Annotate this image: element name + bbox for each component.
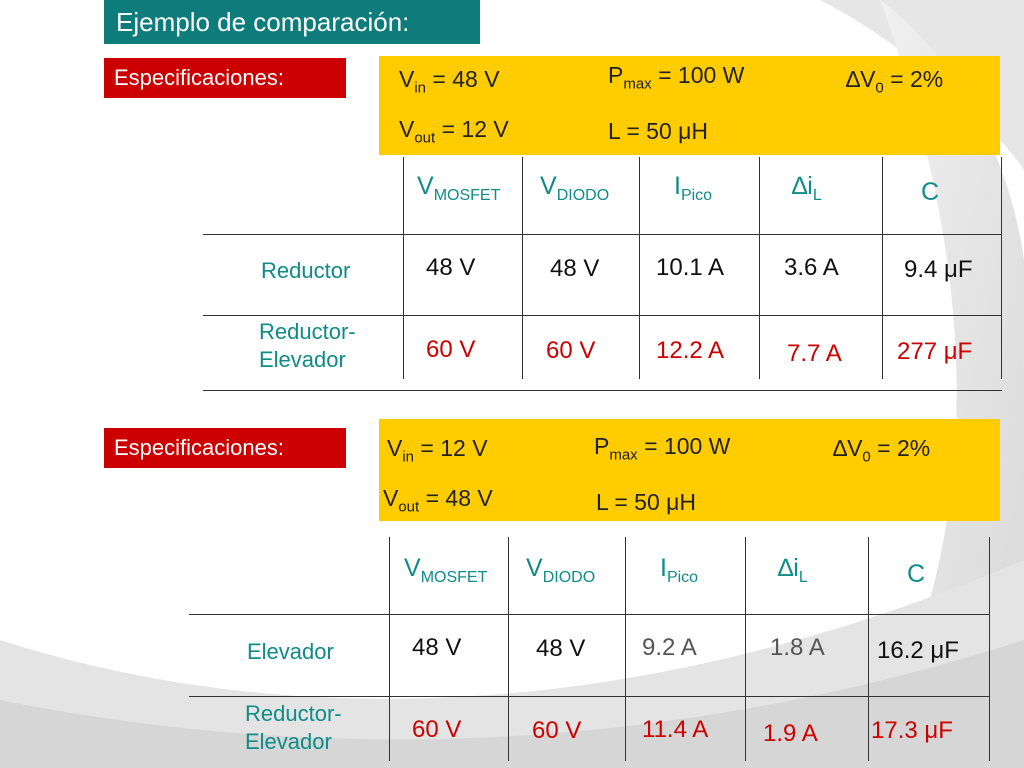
table1-row1-ipico: 10.1 A <box>656 254 725 281</box>
spec1-ripple: ∆V0 = 2% <box>846 66 944 97</box>
spec1-inductance: L = 50 μH <box>608 118 708 144</box>
table2-header-ipico: IPico <box>660 554 699 586</box>
table1-row2-vdiodo: 60 V <box>546 337 596 364</box>
table2-row2-label: Reductor- Elevador <box>245 701 342 754</box>
table2-row2-ipico: 11.4 A <box>642 716 709 743</box>
spec2-vin: Vin = 12 V <box>387 435 488 466</box>
table1-row2-dil: 7.7 A <box>787 340 842 367</box>
spec1-pmax: Pmax = 100 W <box>608 62 745 93</box>
table2-row1-c: 16.2 μF <box>877 637 959 664</box>
table2-row1-dil: 1.8 A <box>770 634 825 661</box>
spec2-pmax: Pmax = 100 W <box>594 433 731 464</box>
spec2-vout: Vout = 48 V <box>383 485 493 516</box>
spec2-box: Vin = 12 V Vout = 48 V Pmax = 100 W L = … <box>379 419 1000 521</box>
table1-row1-label: Reductor <box>261 258 351 283</box>
spec1-label: Especificaciones: <box>104 58 346 98</box>
table1-header-ipico: IPico <box>674 172 713 204</box>
table1-row2-c: 277 μF <box>897 338 973 365</box>
spec2-label: Especificaciones: <box>104 428 346 468</box>
table2-header-vdiodo: VDIODO <box>526 554 596 586</box>
table1-row1-vdiodo: 48 V <box>550 255 600 282</box>
table1-row2-vmosfet: 60 V <box>426 336 476 363</box>
table2-row2-c: 17.3 μF <box>871 717 953 744</box>
table1-row2-label: Reductor- Elevador <box>259 319 356 372</box>
table1-row1-dil: 3.6 A <box>784 254 839 281</box>
spec1-vout: Vout = 12 V <box>399 116 509 147</box>
table1-row1-c: 9.4 μF <box>904 256 973 283</box>
spec2-inductance: L = 50 μH <box>596 489 696 515</box>
table2-row2-dil: 1.9 A <box>763 720 818 747</box>
table1-header-c: C <box>921 178 940 206</box>
table1-header-vmosfet: VMOSFET <box>417 172 501 204</box>
table2-row2-vdiodo: 60 V <box>532 717 582 744</box>
table1-header-dil: ∆iL <box>792 172 822 204</box>
table2-header-dil: ∆iL <box>778 554 808 586</box>
table1-header-vdiodo: VDIODO <box>540 172 610 204</box>
table2-row1-label: Elevador <box>247 639 334 664</box>
page-title: Ejemplo de comparación: <box>104 0 480 44</box>
table2-header-c: C <box>907 560 926 588</box>
table2-row1-vdiodo: 48 V <box>536 635 586 662</box>
table2-header-vmosfet: VMOSFET <box>404 554 488 586</box>
table2-row2-vmosfet: 60 V <box>412 716 462 743</box>
spec1-box: Vin = 48 V Vout = 12 V Pmax = 100 W L = … <box>379 56 1000 155</box>
table1-row1-vmosfet: 48 V <box>426 254 476 281</box>
spec2-ripple: ∆V0 = 2% <box>833 435 931 466</box>
spec1-vin: Vin = 48 V <box>399 66 500 97</box>
table2-row1-ipico: 9.2 A <box>642 634 697 661</box>
table2-row1-vmosfet: 48 V <box>412 634 462 661</box>
table1-row2-ipico: 12.2 A <box>656 337 725 364</box>
